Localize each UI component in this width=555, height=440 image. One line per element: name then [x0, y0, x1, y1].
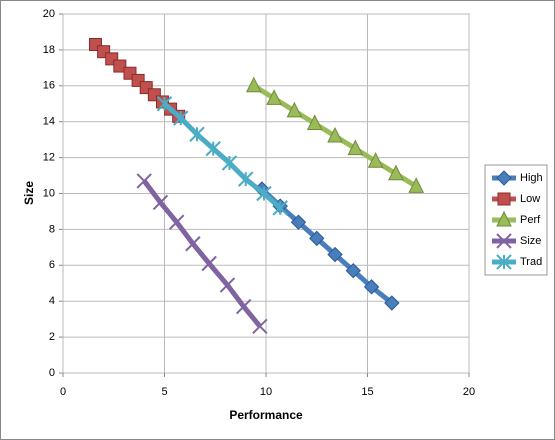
y-tick-label: 14 — [43, 116, 55, 128]
y-axis-title: Size — [22, 181, 36, 205]
y-tick-label: 6 — [49, 259, 55, 271]
marker-shape — [363, 279, 380, 295]
marker-shape — [219, 277, 236, 293]
marker-shape — [201, 255, 217, 272]
y-tick-label: 20 — [43, 8, 55, 20]
marker-shape — [496, 210, 512, 227]
y-tick-label: 10 — [43, 187, 55, 199]
marker — [306, 114, 323, 130]
x-tick-label: 10 — [260, 386, 272, 398]
marker-shape — [235, 298, 252, 315]
marker — [309, 230, 325, 247]
marker — [327, 246, 343, 263]
marker-shape — [388, 164, 404, 181]
marker — [290, 214, 307, 230]
marker — [388, 164, 404, 181]
marker — [286, 101, 303, 118]
marker — [219, 277, 236, 293]
marker — [496, 210, 512, 227]
marker-shape — [136, 173, 152, 189]
marker — [237, 171, 254, 187]
legend-label: Size — [520, 235, 541, 247]
y-tick-label: 18 — [43, 44, 55, 56]
marker — [189, 126, 205, 142]
marker — [185, 236, 201, 252]
y-tick-label: 0 — [49, 367, 55, 379]
marker-shape — [496, 233, 512, 249]
marker-shape — [497, 192, 511, 206]
x-tick-label: 5 — [161, 386, 167, 398]
marker-shape — [185, 236, 201, 252]
y-tick-label: 16 — [43, 80, 55, 92]
marker — [256, 185, 272, 202]
marker-shape — [496, 170, 512, 186]
marker-shape — [384, 295, 400, 311]
marker — [496, 233, 512, 249]
marker — [327, 126, 343, 143]
marker-shape — [309, 230, 325, 247]
y-tick-label: 2 — [49, 331, 55, 343]
marker-shape — [252, 318, 268, 335]
marker — [266, 89, 282, 105]
marker — [113, 59, 127, 73]
x-tick-label: 20 — [463, 386, 475, 398]
y-tick-label: 12 — [43, 152, 55, 164]
marker — [168, 214, 185, 230]
marker — [408, 177, 425, 193]
marker-shape — [306, 114, 323, 130]
marker-shape — [347, 139, 364, 156]
marker — [246, 76, 262, 93]
marker — [345, 262, 361, 279]
marker — [136, 173, 152, 189]
marker-shape — [168, 214, 185, 230]
marker — [152, 194, 169, 211]
marker — [201, 255, 217, 272]
y-tick-label: 4 — [49, 295, 55, 307]
marker — [497, 192, 511, 206]
marker — [156, 96, 173, 112]
marker-shape — [327, 126, 343, 143]
marker-shape — [367, 152, 384, 168]
legend-label: High — [520, 172, 543, 184]
legend-label: Perf — [520, 214, 541, 226]
marker — [347, 139, 364, 156]
y-tick-label: 8 — [49, 223, 55, 235]
marker-shape — [327, 246, 343, 263]
marker — [363, 279, 380, 295]
legend-label: Trad — [520, 256, 542, 268]
marker-shape — [345, 262, 361, 279]
marker — [367, 152, 384, 168]
marker — [252, 318, 268, 335]
x-tick-label: 0 — [60, 386, 66, 398]
marker-shape — [290, 214, 307, 230]
marker — [221, 155, 238, 171]
marker — [384, 295, 400, 311]
marker — [272, 200, 288, 216]
marker — [173, 110, 189, 126]
marker — [235, 298, 252, 315]
marker-shape — [246, 76, 262, 93]
marker-shape — [286, 101, 303, 118]
marker-shape — [152, 194, 169, 211]
marker-shape — [113, 59, 127, 73]
marker-shape — [408, 177, 425, 193]
marker — [205, 140, 221, 157]
x-axis-title: Performance — [229, 408, 303, 422]
x-tick-label: 15 — [361, 386, 373, 398]
legend-label: Low — [520, 193, 540, 205]
marker — [496, 254, 512, 270]
marker-shape — [266, 89, 282, 105]
marker — [496, 170, 512, 186]
